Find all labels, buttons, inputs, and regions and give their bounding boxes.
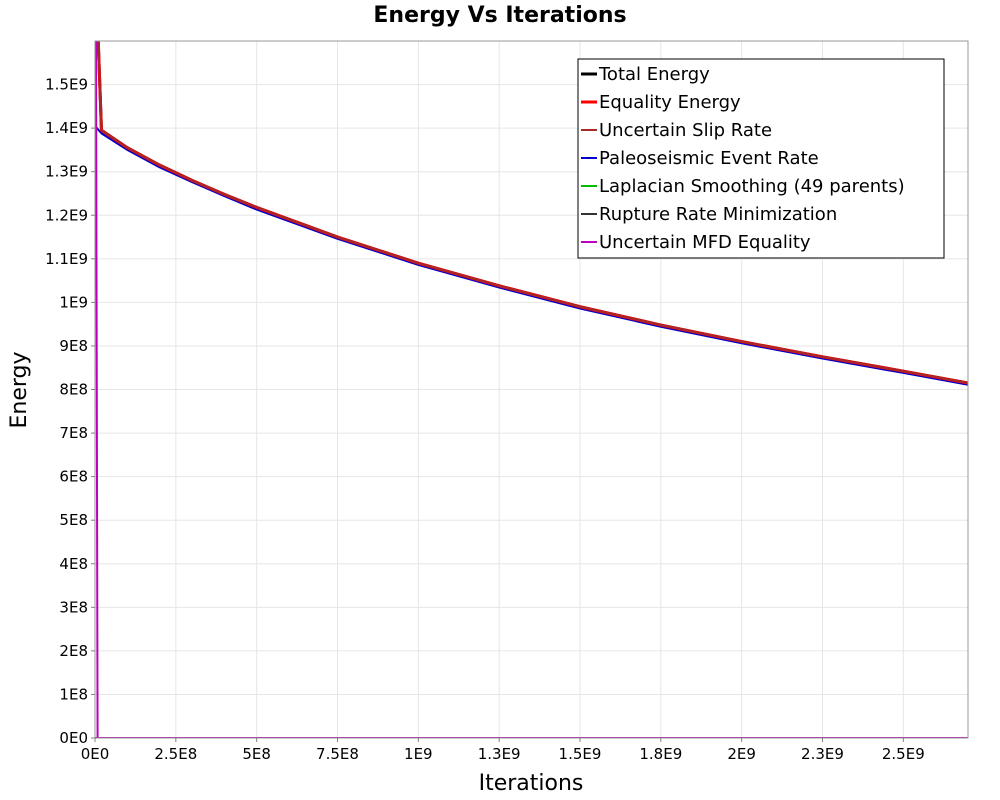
x-tick-label: 7.5E8 <box>316 745 359 763</box>
x-tick-label: 1.3E9 <box>478 745 521 763</box>
x-tick-label: 0E0 <box>81 745 110 763</box>
series-line-paleoseismic-event-rate <box>95 125 968 386</box>
y-tick-label: 0E0 <box>59 729 88 747</box>
legend-entry: Laplacian Smoothing (49 parents) <box>599 176 905 197</box>
y-axis-ticks: 0E0 1E8 2E8 3E8 4E8 5E8 6E8 7E8 8E8 9E8 1E9 1.1E9 1.… <box>45 76 95 747</box>
y-tick-label: 2E8 <box>59 642 88 660</box>
y-tick-label: 1.5E9 <box>45 76 88 94</box>
legend-entry: Equality Energy <box>599 92 741 113</box>
legend: Total Energy Equality Energy Uncertain Sli… <box>577 58 945 259</box>
y-tick-label: 1.3E9 <box>45 163 88 181</box>
legend-entry: Rupture Rate Minimization <box>599 204 837 225</box>
x-tick-label: 1.5E9 <box>559 745 602 763</box>
x-tick-label: 2E9 <box>727 745 756 763</box>
series-line-uncertain-slip-rate <box>95 41 968 384</box>
y-tick-label: 1E8 <box>59 685 88 703</box>
y-tick-label: 4E8 <box>59 555 88 573</box>
x-axis-label: Iterations <box>479 771 584 796</box>
y-tick-label: 5E8 <box>59 511 88 529</box>
chart-title: Energy Vs Iterations <box>373 3 626 28</box>
x-tick-label: 5E8 <box>242 745 271 763</box>
series-layer <box>95 41 968 738</box>
y-tick-label: 9E8 <box>59 337 88 355</box>
y-axis-label: Energy <box>7 351 32 428</box>
x-tick-label: 2.5E8 <box>154 745 197 763</box>
y-tick-label: 8E8 <box>59 381 88 399</box>
x-tick-label: 1E9 <box>404 745 433 763</box>
y-tick-label: 6E8 <box>59 468 88 486</box>
x-axis-ticks: 0E0 2.5E8 5E8 7.5E8 1E9 1.3E9 1.5E9 1.8E9 2E9 2.3… <box>81 738 925 763</box>
y-tick-label: 1.4E9 <box>45 119 88 137</box>
legend-entry: Uncertain Slip Rate <box>599 120 772 141</box>
y-tick-label: 1.1E9 <box>45 250 88 268</box>
x-tick-label: 2.3E9 <box>801 745 844 763</box>
y-tick-label: 1.2E9 <box>45 206 88 224</box>
x-tick-label: 2.5E9 <box>882 745 925 763</box>
legend-entry: Paleoseismic Event Rate <box>599 148 819 169</box>
legend-entry: Total Energy <box>598 64 710 85</box>
legend-box <box>577 58 945 259</box>
y-tick-label: 7E8 <box>59 424 88 442</box>
y-tick-label: 1E9 <box>59 293 88 311</box>
y-tick-label: 3E8 <box>59 598 88 616</box>
legend-entry: Uncertain MFD Equality <box>599 232 811 253</box>
x-tick-label: 1.8E9 <box>639 745 682 763</box>
